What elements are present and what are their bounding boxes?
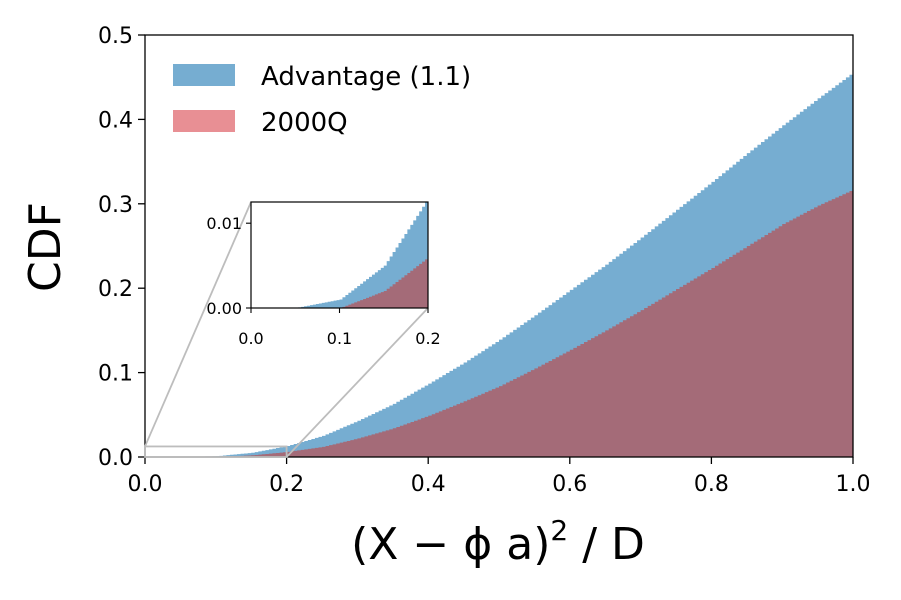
x-tick-label: 0.0 [128, 472, 163, 497]
x-tick-label: 1.0 [836, 472, 871, 497]
inset-advantage-area [251, 197, 428, 308]
x-axis-title: (X − ϕ a)2 / D [351, 514, 645, 570]
x-axis-title-tail: / D [568, 519, 645, 570]
zoom-indicator [144, 201, 429, 458]
y-tick-label: 0.5 [98, 24, 133, 49]
y-tick-label: 0.1 [98, 362, 133, 387]
legend-label-advantage: Advantage (1.1) [261, 62, 471, 92]
inset-y-tick-label: 0.00 [206, 299, 242, 318]
x-tick-label: 0.2 [269, 472, 304, 497]
inset-x-tick-label: 0.2 [415, 329, 440, 348]
inset-x-tick-label: 0.1 [327, 329, 352, 348]
x-tick-label: 0.4 [411, 472, 446, 497]
inset-y-ticks: 0.00 0.01 [206, 214, 251, 318]
y-tick-label: 0.2 [98, 277, 133, 302]
main-plot-area [144, 34, 854, 458]
y-tick-label: 0.3 [98, 193, 133, 218]
y-axis-ticks: 0.0 0.1 0.2 0.3 0.4 0.5 [98, 24, 145, 471]
q2000-series-area [145, 189, 853, 457]
legend: Advantage (1.1) 2000Q [173, 62, 471, 138]
inset-y-tick-label: 0.01 [206, 214, 242, 233]
y-tick-label: 0.4 [98, 108, 133, 133]
x-tick-label: 0.8 [694, 472, 729, 497]
inset-q2000-area [251, 257, 428, 308]
zoom-connector-line [144, 201, 252, 447]
x-axis-title-base: (X − ϕ a) [351, 519, 550, 570]
legend-swatch-advantage [173, 64, 235, 86]
inset-x-ticks: 0.0 0.1 0.2 [238, 308, 441, 348]
main-plot-frame [144, 34, 854, 458]
zoom-region-box [144, 445, 288, 458]
legend-swatch-2000q [173, 110, 235, 132]
legend-label-2000q: 2000Q [261, 108, 348, 138]
y-tick-label: 0.0 [98, 446, 133, 471]
inset-x-tick-label: 0.0 [238, 329, 263, 348]
x-axis-title-exponent: 2 [550, 514, 568, 547]
y-axis-title: CDF [20, 202, 71, 292]
x-axis-ticks: 0.0 0.2 0.4 0.6 0.8 1.0 [128, 457, 871, 497]
x-tick-label: 0.6 [552, 472, 587, 497]
zoom-connector-line [285, 307, 429, 458]
inset-plot: 0.0 0.1 0.2 0.00 0.01 [206, 197, 441, 348]
